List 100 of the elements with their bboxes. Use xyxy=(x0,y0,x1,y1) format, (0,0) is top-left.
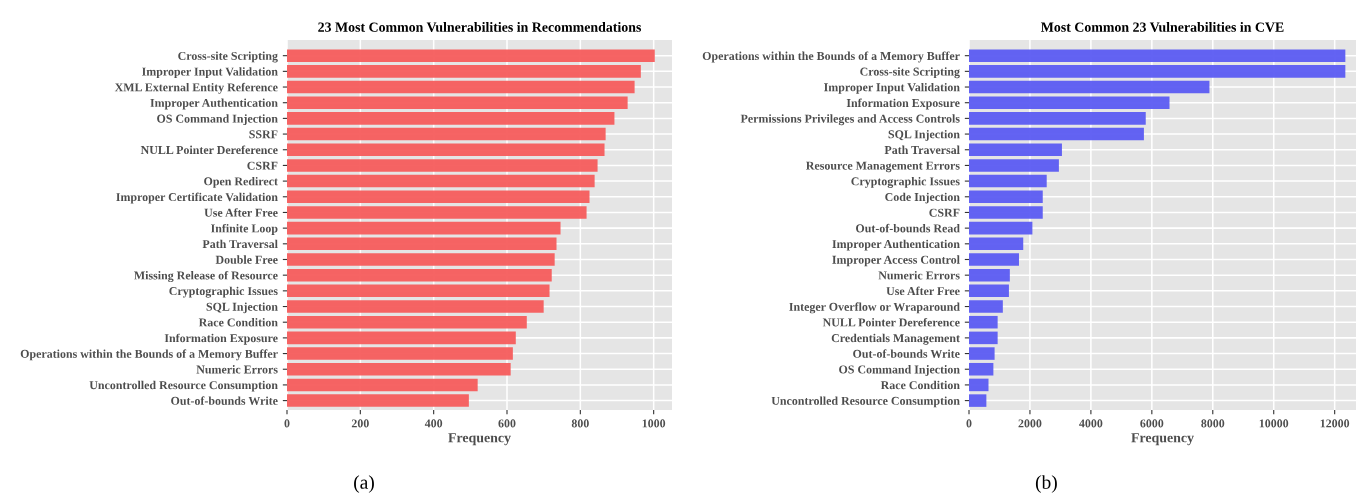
x-tick-label: 8000 xyxy=(1201,419,1225,428)
bar xyxy=(969,159,1059,172)
y-tick-label: Numeric Errors xyxy=(878,271,960,280)
bar xyxy=(287,253,555,266)
y-tick-label: NULL Pointer Dereference xyxy=(140,145,278,155)
chart-title: Most Common 23 Vulnerabilities in CVE xyxy=(1041,22,1284,32)
y-tick-label: Improper Certificate Validation xyxy=(116,192,278,204)
y-tick-label: Out-of-bounds Write xyxy=(853,349,960,358)
bar xyxy=(287,96,628,109)
x-tick-label: 1000 xyxy=(642,419,666,428)
bar xyxy=(969,253,1019,266)
y-tick-label: Code Injection xyxy=(885,192,960,204)
y-tick-label: Infinite Loop xyxy=(211,223,278,235)
bar xyxy=(287,378,478,392)
text: (a) xyxy=(354,475,374,493)
bar xyxy=(969,284,1009,298)
x-tick-label: 0 xyxy=(284,419,290,428)
y-tick-label: Improper Authentication xyxy=(150,98,278,110)
y-tick-label: Information Exposure xyxy=(164,333,278,345)
bar xyxy=(969,127,1144,141)
y-tick-label: Improper Authentication xyxy=(832,239,960,251)
x-tick-label: 0 xyxy=(966,419,972,428)
text: (b) xyxy=(1035,475,1057,493)
x-tick-label: 800 xyxy=(571,419,589,428)
bar xyxy=(287,159,598,172)
bar xyxy=(969,65,1346,78)
y-tick-label: CSRF xyxy=(929,208,960,217)
y-tick-label: Missing Release of Resource xyxy=(134,270,278,283)
bar xyxy=(969,237,1024,251)
bar xyxy=(287,268,552,282)
x-axis-title: Frequency xyxy=(448,433,511,446)
y-tick-label: Credentials Management xyxy=(831,333,960,345)
bar xyxy=(969,347,995,360)
bar xyxy=(287,237,557,251)
y-tick-label: Information Exposure xyxy=(846,98,960,110)
y-tick-label: Use After Free xyxy=(204,208,278,217)
y-tick-label: Improper Input Validation xyxy=(142,67,278,79)
bar xyxy=(287,127,606,141)
x-axis-title: Frequency xyxy=(1131,433,1194,446)
y-tick-label: SQL Injection xyxy=(206,302,278,314)
bar xyxy=(969,190,1043,204)
bar xyxy=(287,284,550,298)
y-tick-label: Operations within the Bounds of a Memory Buffer xyxy=(702,51,960,63)
bar xyxy=(969,268,1010,282)
chart-title: 23 Most Common Vulnerabilities in Recommendations xyxy=(318,22,642,32)
y-tick-label: Cross-site Scripting xyxy=(860,67,960,79)
bar xyxy=(969,80,1210,94)
bar xyxy=(287,143,605,157)
y-tick-label: Cross-site Scripting xyxy=(178,51,278,63)
x-tick-label: 200 xyxy=(351,419,369,428)
y-tick-label: Double Free xyxy=(215,255,278,264)
bar xyxy=(969,112,1146,125)
bar xyxy=(287,300,544,313)
y-tick-label: Resource Management Errors xyxy=(806,161,960,173)
y-tick-label: Cryptographic Issues xyxy=(169,286,278,298)
y-tick-label: Uncontrolled Resource Consumption xyxy=(771,396,960,408)
y-tick-label: Open Redirect xyxy=(204,176,278,188)
x-tick-label: 6000 xyxy=(1140,419,1164,428)
x-tick-label: 10000 xyxy=(1259,419,1289,428)
y-tick-label: CSRF xyxy=(247,161,278,170)
bar xyxy=(969,331,998,345)
bar xyxy=(969,143,1062,157)
bar xyxy=(287,190,590,204)
x-tick-label: 600 xyxy=(498,419,516,428)
y-tick-label: SSRF xyxy=(249,130,278,139)
y-tick-label: SQL Injection xyxy=(888,129,960,141)
x-tick-label: 2000 xyxy=(1018,419,1042,428)
y-tick-label: OS Command Injection xyxy=(157,114,278,126)
bar xyxy=(969,96,1170,109)
y-tick-label: Path Traversal xyxy=(884,145,960,155)
bar xyxy=(287,331,516,345)
bar xyxy=(969,378,989,392)
y-tick-label: Operations within the Bounds of a Memory Buffer xyxy=(20,349,278,361)
y-tick-label: Cryptographic Issues xyxy=(851,176,960,188)
y-tick-label: Uncontrolled Resource Consumption xyxy=(89,380,278,392)
y-tick-label: OS Command Injection xyxy=(839,365,960,376)
bar xyxy=(287,80,635,94)
bar xyxy=(287,362,511,376)
y-tick-label: Integer Overflow or Wraparound xyxy=(789,302,960,314)
y-tick-label: Race Condition xyxy=(880,380,960,390)
bar xyxy=(969,394,987,407)
y-tick-label: Improper Access Control xyxy=(832,255,960,267)
bar xyxy=(969,49,1346,62)
bar xyxy=(287,221,561,235)
y-tick-label: Out-of-bounds Read xyxy=(856,223,960,233)
bar xyxy=(969,206,1043,219)
x-tick-label: 12000 xyxy=(1320,419,1350,428)
y-tick-label: Improper Input Validation xyxy=(824,82,960,94)
bar xyxy=(969,315,998,329)
y-tick-label: NULL Pointer Dereference xyxy=(822,317,960,327)
bar xyxy=(287,174,595,188)
y-tick-label: Numeric Errors xyxy=(196,365,278,374)
bar xyxy=(287,394,469,407)
bar xyxy=(969,300,1003,313)
y-tick-label: Use After Free xyxy=(886,286,960,296)
bar xyxy=(287,347,513,360)
y-tick-label: Path Traversal xyxy=(202,239,278,249)
x-tick-label: 400 xyxy=(424,419,443,428)
x-tick-label: 4000 xyxy=(1079,419,1103,428)
y-tick-label: Permissions Privileges and Access Controls xyxy=(740,114,960,126)
